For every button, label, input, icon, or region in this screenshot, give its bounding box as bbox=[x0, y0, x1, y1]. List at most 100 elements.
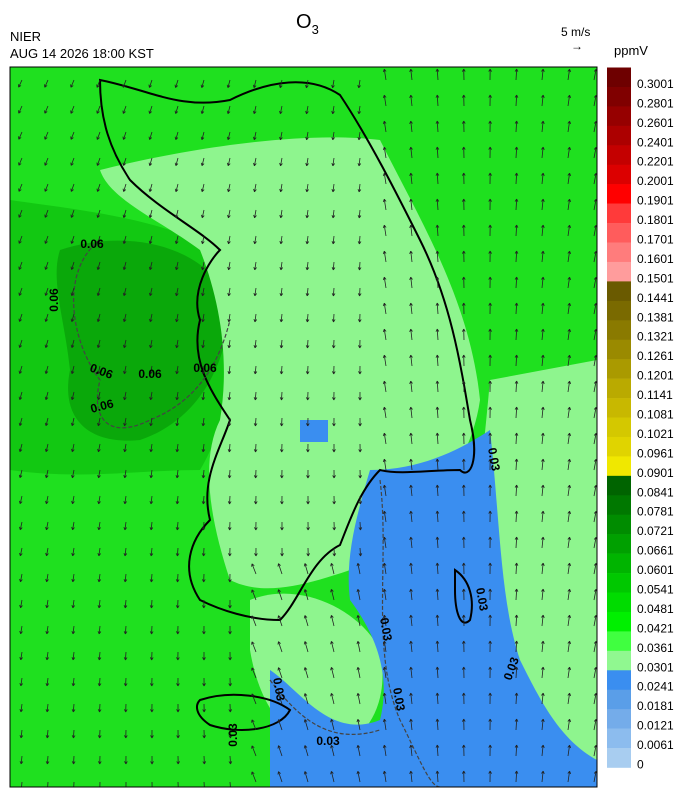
wind-arrow bbox=[45, 625, 49, 635]
wind-arrow bbox=[409, 380, 413, 393]
colorbar-swatch bbox=[607, 748, 631, 768]
colorbar-swatch bbox=[607, 86, 631, 107]
wind-arrow bbox=[409, 276, 413, 289]
wind-arrow bbox=[149, 417, 153, 427]
wind-arrow bbox=[541, 458, 545, 471]
wind-arrow bbox=[70, 261, 75, 270]
wind-arrow bbox=[488, 458, 492, 471]
wind-arrow bbox=[567, 354, 572, 367]
wind-arrow bbox=[435, 380, 440, 393]
wind-arrow bbox=[44, 391, 49, 400]
wind-arrow bbox=[227, 235, 231, 245]
colorbar-swatch bbox=[607, 125, 631, 146]
contour-label: 0.03 bbox=[226, 723, 240, 747]
colorbar-label: 0.2601 bbox=[637, 116, 674, 130]
wind-arrow bbox=[123, 365, 127, 375]
wind-arrow bbox=[303, 719, 309, 731]
wind-arrow bbox=[541, 536, 545, 549]
wind-arrow bbox=[409, 354, 413, 367]
wind-arrow bbox=[70, 157, 75, 166]
wind-arrow bbox=[382, 328, 387, 341]
contour-labels: 0.060.060.06 0.060.060.060.030.030.030.03… bbox=[47, 237, 522, 748]
wind-arrow bbox=[149, 573, 154, 583]
wind-arrow bbox=[435, 432, 440, 445]
colorbar-label: 0.0061 bbox=[637, 738, 674, 752]
wind-arrow bbox=[358, 443, 362, 453]
wind-arrow bbox=[149, 625, 154, 635]
wind-arrow bbox=[514, 718, 519, 731]
wind-arrow bbox=[254, 547, 258, 557]
wind-arrow bbox=[382, 250, 387, 263]
wind-arrow bbox=[123, 521, 128, 531]
wind-arrow bbox=[541, 692, 545, 705]
contours bbox=[73, 239, 441, 787]
wind-arrow bbox=[19, 703, 24, 713]
wind-arrow bbox=[18, 183, 23, 192]
wind-arrow bbox=[382, 666, 387, 679]
wind-arrow bbox=[227, 443, 232, 453]
wind-arrow bbox=[382, 458, 387, 471]
wind-arrow bbox=[279, 131, 283, 141]
wind-arrow bbox=[567, 510, 572, 523]
wind-arrow bbox=[356, 562, 361, 575]
wind-arrow bbox=[461, 172, 466, 185]
wind-arrow bbox=[229, 781, 231, 787]
wind-arrow bbox=[150, 729, 154, 739]
wind-arrow bbox=[201, 287, 205, 297]
wind-arrow bbox=[303, 563, 309, 575]
wind-arrow bbox=[44, 105, 49, 114]
wind-arrow bbox=[382, 94, 387, 107]
wind-arrow bbox=[567, 666, 572, 679]
wind-arrow bbox=[331, 131, 335, 141]
wind-arrow bbox=[567, 224, 572, 237]
wind-arrow bbox=[514, 276, 519, 289]
wind-arrow bbox=[226, 157, 231, 167]
wind-arrow bbox=[514, 380, 519, 393]
wind-arrow bbox=[305, 79, 309, 89]
ozone-low-zone bbox=[270, 430, 597, 787]
wind-arrow bbox=[305, 209, 310, 219]
wind-arrow bbox=[357, 313, 362, 323]
wind-arrow bbox=[252, 79, 257, 89]
wind-arrow bbox=[461, 536, 466, 549]
wind-arrow bbox=[409, 328, 413, 341]
wind-arrow bbox=[228, 677, 232, 687]
colorbar-swatch bbox=[607, 203, 631, 224]
wind-arrow bbox=[96, 287, 101, 296]
wind-arrow bbox=[488, 198, 492, 211]
wind-arrow bbox=[176, 729, 180, 739]
wind-arrow bbox=[409, 68, 413, 81]
map bbox=[10, 67, 597, 787]
wind-arrow bbox=[200, 131, 205, 140]
colorbar-swatch bbox=[607, 709, 631, 729]
contour-label: 0.06 bbox=[89, 396, 115, 416]
wind-arrow bbox=[435, 250, 440, 263]
wind-arrow bbox=[488, 380, 492, 393]
wind-arrow bbox=[71, 521, 75, 531]
colorbar-swatch bbox=[607, 417, 631, 438]
wind-arrow bbox=[122, 313, 127, 323]
wind-arrow bbox=[461, 770, 466, 783]
wind-arrow bbox=[541, 94, 545, 107]
wind-arrow bbox=[305, 391, 310, 401]
colorbar-swatch bbox=[607, 456, 631, 477]
colorbar-label: 0.1701 bbox=[637, 233, 674, 247]
wind-arrow bbox=[70, 339, 75, 348]
wind-arrow bbox=[176, 703, 180, 713]
wind-arrow bbox=[280, 521, 284, 531]
wind-arrow bbox=[567, 302, 572, 315]
wind-arrow bbox=[567, 432, 572, 445]
wind-arrow bbox=[488, 588, 492, 601]
colorbar-swatch bbox=[607, 689, 631, 710]
wind-arrow bbox=[409, 770, 413, 783]
wind-arrow bbox=[279, 417, 284, 427]
colorbar-label: 0.1381 bbox=[637, 310, 674, 324]
wind-arrow bbox=[21, 781, 23, 787]
wind-arrow bbox=[201, 261, 205, 271]
wind-arrow bbox=[409, 302, 413, 315]
wind-arrow bbox=[279, 105, 283, 115]
wind-arrow bbox=[488, 666, 492, 679]
wind-arrow bbox=[122, 235, 127, 244]
wind-arrow bbox=[541, 120, 545, 133]
colorbar-swatch bbox=[607, 436, 631, 457]
